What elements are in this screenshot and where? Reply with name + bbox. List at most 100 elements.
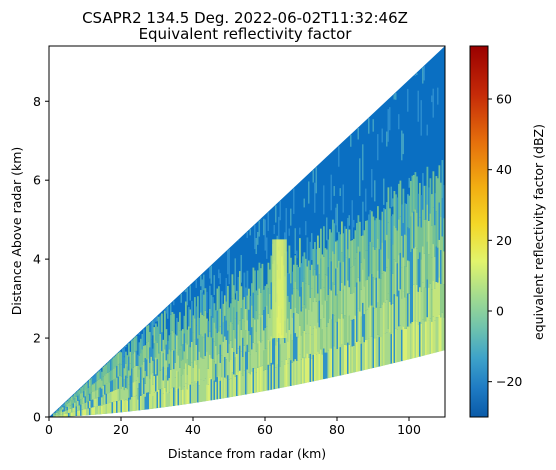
- echo-cell: [230, 303, 232, 323]
- echo-cell: [129, 363, 132, 376]
- echo-cell: [308, 357, 310, 383]
- echo-cell: [287, 273, 289, 296]
- echo-cell: [87, 394, 90, 402]
- echo-cell: [404, 203, 406, 235]
- echo-cell: [312, 248, 315, 276]
- echo-speckle: [266, 237, 268, 259]
- echo-cell: [335, 241, 337, 269]
- echo-cell: [206, 368, 208, 385]
- echo-cell: [359, 251, 361, 282]
- echo-cell: [402, 257, 405, 292]
- echo-cell: [242, 337, 244, 357]
- echo-cell: [111, 369, 114, 381]
- echo-cell: [294, 307, 297, 334]
- echo-cell: [384, 302, 387, 334]
- echo-cell: [356, 252, 358, 283]
- echo-cell: [324, 274, 327, 301]
- echo-cell: [429, 178, 432, 214]
- echo-cell: [198, 317, 201, 335]
- echo-cell: [333, 284, 336, 316]
- echo-cell: [213, 380, 216, 400]
- echo-cell: [68, 399, 70, 403]
- echo-speckle: [260, 219, 262, 220]
- echo-cell: [384, 209, 387, 241]
- echo-cell: [188, 306, 190, 327]
- echo-cell: [443, 218, 445, 252]
- echo-cell: [185, 383, 187, 405]
- echo-cell: [191, 300, 193, 322]
- y-axis-label: Distance Above radar (km): [9, 147, 24, 316]
- echo-cell: [312, 354, 315, 382]
- echo-cell: [432, 244, 435, 281]
- echo-cell: [413, 284, 415, 322]
- echo-cell: [395, 228, 397, 262]
- echo-cell: [296, 336, 298, 361]
- echo-cell: [401, 235, 403, 268]
- echo-cell: [230, 378, 232, 398]
- echo-cell: [279, 344, 282, 367]
- echo-cell: [320, 258, 322, 290]
- echo-cell: [62, 404, 64, 408]
- echo-cell: [68, 412, 70, 417]
- echo-cell: [177, 338, 180, 356]
- echo-cell: [129, 387, 132, 400]
- echo-cell: [389, 239, 391, 271]
- echo-cell: [380, 249, 382, 279]
- echo-cell: [390, 304, 393, 335]
- echo-cell: [96, 406, 99, 415]
- echo-speckle: [398, 114, 400, 130]
- echo-speckle: [210, 265, 212, 284]
- echo-cell: [351, 319, 354, 347]
- echo-cell: [398, 326, 400, 362]
- echo-cell: [197, 359, 199, 382]
- y-tick-label: 4: [33, 252, 41, 267]
- echo-cell: [156, 359, 159, 376]
- echo-cell: [194, 297, 196, 319]
- echo-cell: [437, 247, 439, 283]
- echo-cell: [333, 346, 336, 377]
- echo-cell: [363, 286, 366, 315]
- echo-cell: [204, 356, 207, 379]
- echo-cell: [305, 358, 307, 383]
- echo-cell: [69, 401, 72, 406]
- echo-cell: [353, 238, 355, 266]
- echo-cell: [369, 273, 372, 306]
- echo-cell: [143, 361, 145, 378]
- echo-cell: [432, 280, 435, 317]
- echo-cell: [69, 408, 72, 413]
- echo-cell: [396, 197, 399, 231]
- echo-cell: [86, 382, 88, 389]
- echo-speckle: [395, 92, 397, 100]
- echo-cell: [182, 329, 184, 345]
- echo-cell: [128, 356, 130, 371]
- echo-cell: [128, 342, 130, 357]
- echo-cell: [366, 339, 369, 370]
- echo-speckle: [183, 290, 185, 292]
- echo-cell: [54, 413, 57, 415]
- echo-speckle: [62, 404, 64, 406]
- echo-cell: [410, 323, 412, 359]
- echo-cell: [426, 204, 429, 242]
- echo-cell: [164, 349, 166, 369]
- echo-cell: [129, 375, 132, 388]
- echo-cell: [353, 265, 355, 293]
- echo-cell: [120, 376, 123, 389]
- echo-cell: [228, 325, 231, 344]
- echo-cell: [398, 183, 400, 220]
- echo-cell: [416, 284, 418, 322]
- echo-cell: [87, 387, 90, 395]
- echo-cell: [159, 315, 162, 334]
- echo-cell: [218, 353, 220, 377]
- echo-cell: [434, 257, 436, 289]
- echo-cell: [222, 341, 225, 361]
- echo-speckle: [213, 275, 215, 295]
- echo-cell: [438, 165, 441, 203]
- echo-cell: [330, 348, 333, 378]
- echo-cell: [411, 248, 414, 286]
- echo-cell: [56, 411, 58, 414]
- echo-cell: [351, 266, 354, 294]
- echo-cell: [411, 321, 414, 359]
- echo-cell: [120, 400, 123, 413]
- echo-cell: [408, 293, 411, 327]
- echo-cell: [218, 308, 220, 332]
